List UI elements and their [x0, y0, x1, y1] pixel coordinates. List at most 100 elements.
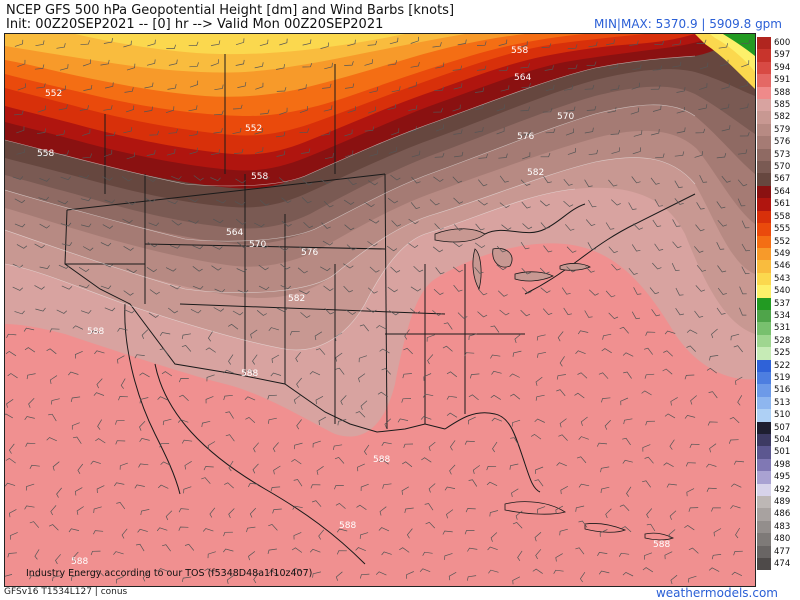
wind-barb [116, 502, 126, 510]
wind-barb [422, 393, 434, 398]
wind-barb [147, 242, 158, 248]
wind-barb [17, 83, 26, 91]
wind-barb [345, 309, 356, 315]
wind-barb [608, 312, 619, 320]
wind-barb [335, 502, 346, 509]
wind-barb [211, 40, 221, 46]
wind-barb [226, 575, 235, 584]
wind-barb [419, 568, 431, 573]
wind-barb [258, 285, 270, 291]
wind-barb [477, 311, 488, 318]
wind-barb [521, 287, 532, 294]
site-link[interactable]: weathermodels.com [655, 586, 778, 600]
wind-barb [664, 551, 673, 560]
wind-barb [82, 129, 91, 136]
wind-barb [675, 308, 684, 316]
wind-barb [367, 180, 379, 186]
wind-barb [545, 128, 556, 134]
wind-barb [14, 39, 24, 47]
wind-barb [466, 575, 477, 581]
wind-barb [177, 419, 189, 423]
wind-barb [474, 266, 484, 274]
wind-barb [80, 197, 92, 202]
wind-barb [408, 126, 417, 133]
colorbar-swatch [757, 409, 771, 422]
wind-barb [71, 574, 80, 581]
wind-barb [694, 151, 703, 158]
colorbar-label: 528 [774, 335, 791, 346]
wind-barb [81, 223, 92, 228]
wind-barb [125, 105, 135, 113]
wind-barb [148, 312, 160, 318]
wind-barb [375, 571, 387, 576]
colorbar-entry: 474 [757, 558, 797, 571]
wind-barb [741, 60, 750, 68]
wind-barb [588, 149, 599, 156]
wind-barb [125, 200, 136, 206]
wind-barb [58, 104, 68, 111]
wind-barb [123, 127, 133, 134]
wind-barb [122, 218, 133, 224]
wind-barb [100, 59, 110, 66]
colorbar-entry: 540 [757, 285, 797, 298]
weather-map[interactable]: 552 558 552 558 564 570 576 582 558 564 … [4, 33, 756, 587]
wind-barb [633, 223, 643, 230]
colorbar-label: 489 [774, 497, 791, 508]
wind-barb [258, 264, 269, 271]
wind-barb [121, 528, 128, 539]
wind-barb [295, 351, 301, 363]
wind-barb [201, 420, 211, 428]
wind-barb [698, 104, 708, 110]
wind-barb [104, 82, 114, 89]
wind-barb [253, 572, 259, 584]
wind-barb [721, 125, 731, 132]
wind-barb [622, 459, 633, 464]
wind-barb [403, 347, 413, 355]
wind-barb [477, 288, 488, 296]
wind-barb [359, 573, 370, 579]
wind-barb [159, 443, 170, 448]
wind-barb [540, 287, 551, 294]
wind-barb [619, 326, 629, 334]
wind-barb [610, 129, 621, 135]
wind-barb [162, 544, 171, 552]
wind-barb [276, 150, 286, 157]
wind-barb [103, 149, 113, 157]
wind-barb [254, 127, 264, 135]
colorbar-label: 585 [774, 100, 791, 111]
wind-barb [213, 110, 224, 116]
wind-barb [193, 175, 204, 181]
colorbar-swatch [757, 272, 771, 286]
wind-barb [695, 224, 705, 232]
wind-barb [491, 370, 502, 375]
wind-barb [537, 506, 546, 514]
wind-barb [26, 373, 36, 380]
wind-barb [381, 551, 392, 556]
wind-barb [491, 417, 503, 422]
colorbar-label: 474 [774, 559, 791, 570]
wind-barb [259, 199, 270, 206]
wind-barb [402, 373, 412, 379]
wind-barb [689, 443, 700, 449]
wind-barb [706, 487, 717, 492]
wind-barb [566, 266, 577, 273]
wind-barb [707, 421, 718, 426]
wind-barb [169, 245, 181, 249]
wind-barb [332, 444, 343, 450]
wind-barb [232, 310, 244, 316]
wind-barb [476, 41, 487, 46]
colorbar-label: 555 [774, 224, 791, 235]
wind-barb [559, 528, 568, 536]
wind-barb [56, 43, 66, 49]
wind-barb [477, 199, 488, 206]
wind-barb [607, 107, 617, 114]
wind-barb [68, 528, 80, 533]
wind-barb [410, 62, 420, 68]
wind-barb [29, 521, 40, 528]
wind-barb [171, 220, 182, 226]
wind-barb [699, 83, 708, 90]
wind-barb [309, 548, 321, 553]
colorbar-label: 549 [774, 248, 791, 259]
wind-barb [298, 84, 307, 91]
wind-barb [311, 500, 322, 507]
